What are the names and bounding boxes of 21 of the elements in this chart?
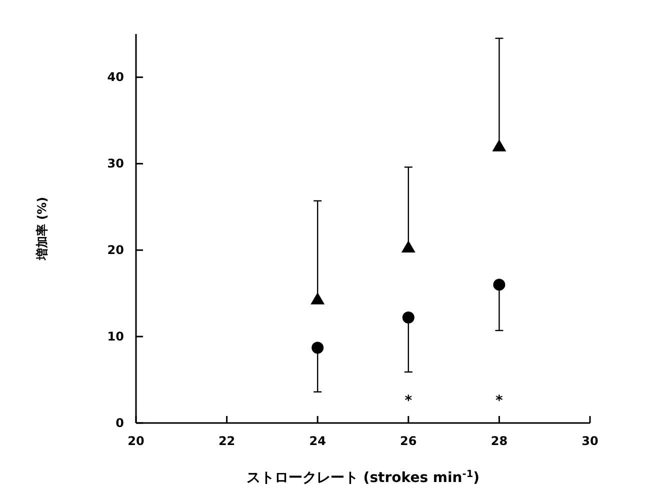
point	[493, 278, 506, 291]
y-tick-label: 40	[107, 70, 124, 84]
x-tick-label: 30	[582, 434, 598, 448]
y-tick-label: 0	[116, 416, 124, 430]
point	[401, 240, 416, 253]
x-tick-label: 28	[490, 434, 508, 448]
point	[402, 312, 414, 324]
y-tick-label: 20	[107, 243, 124, 258]
y-tick-label: 10	[107, 330, 124, 344]
annotation: *	[496, 393, 504, 409]
x-tick-label: 22	[218, 434, 236, 448]
x-axis-title: ストロークレート (strokes min$^{-1}$)	[246, 468, 480, 486]
y-tick-label: 30	[107, 156, 124, 171]
x-tick-label: 20	[128, 434, 144, 448]
x-tick-label: 26	[400, 434, 417, 448]
annotation: *	[404, 393, 413, 409]
x-tick-label: 24	[309, 434, 326, 448]
point	[310, 292, 325, 304]
y-axis-title: 増加率 (%)	[35, 196, 49, 262]
point	[312, 342, 324, 354]
point	[492, 139, 506, 152]
